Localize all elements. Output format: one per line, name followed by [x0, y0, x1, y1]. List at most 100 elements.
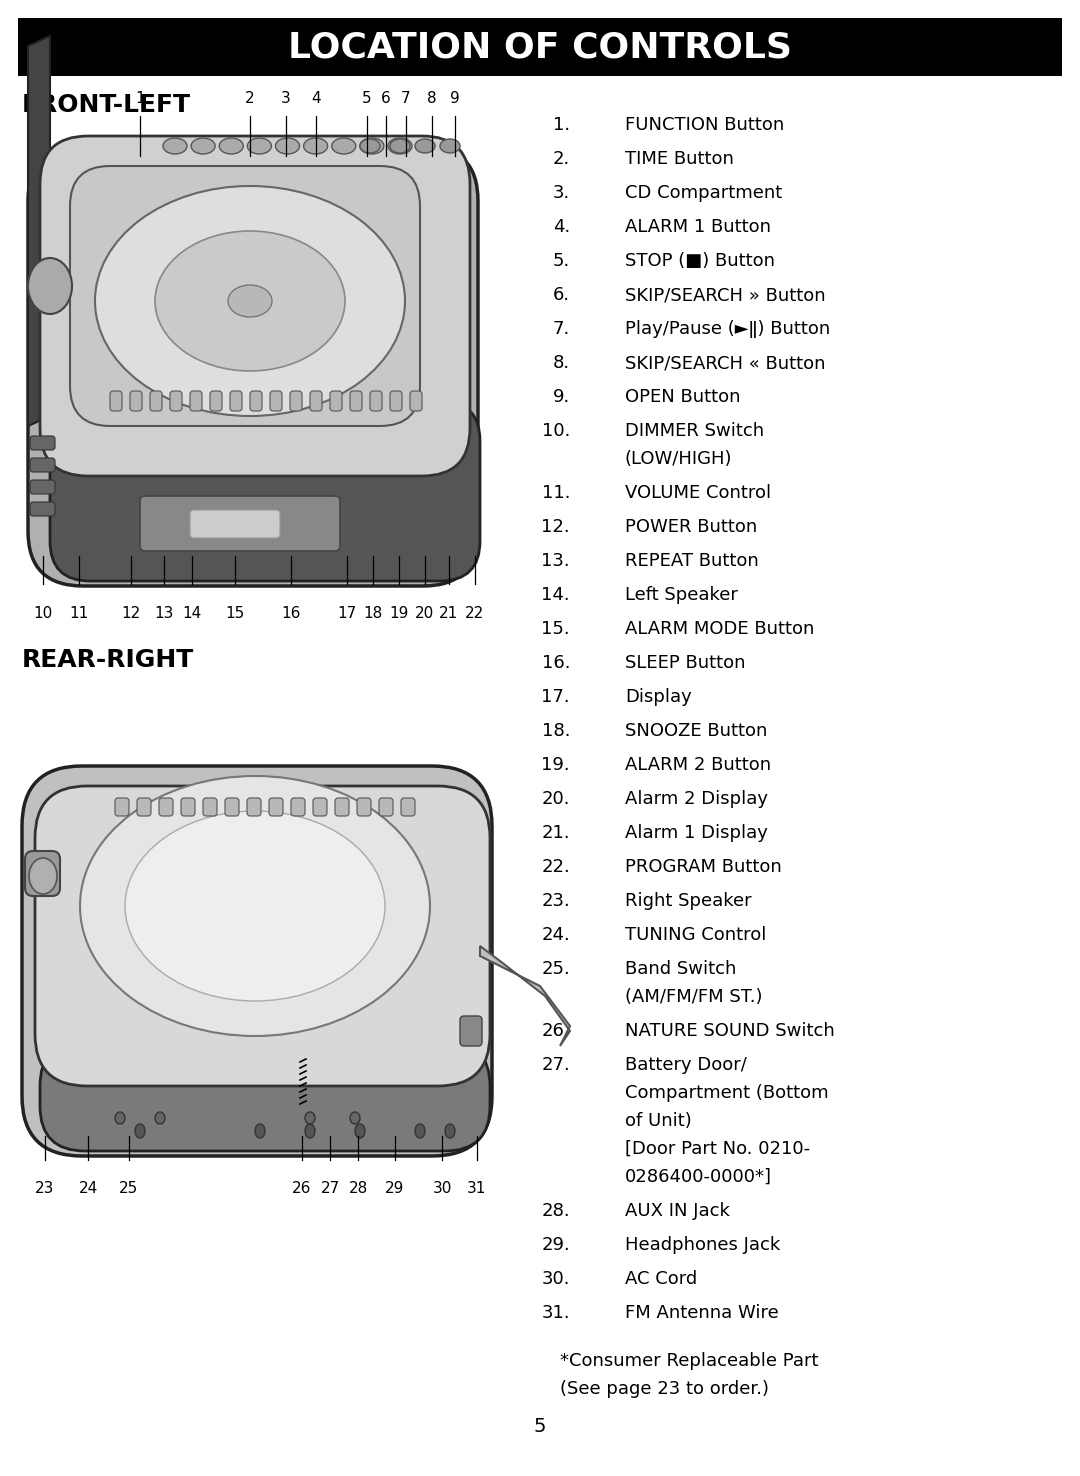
- FancyBboxPatch shape: [247, 799, 261, 816]
- FancyBboxPatch shape: [150, 391, 162, 410]
- Text: 15.: 15.: [541, 620, 570, 638]
- Text: SKIP/SEARCH « Button: SKIP/SEARCH « Button: [625, 354, 825, 372]
- Ellipse shape: [156, 232, 345, 370]
- Text: 16.: 16.: [541, 654, 570, 672]
- Text: 26: 26: [293, 1181, 312, 1196]
- FancyBboxPatch shape: [401, 799, 415, 816]
- Text: [Door Part No. 0210-: [Door Part No. 0210-: [625, 1139, 810, 1159]
- Text: ALARM 1 Button: ALARM 1 Button: [625, 218, 771, 236]
- Ellipse shape: [28, 258, 72, 314]
- Text: 17.: 17.: [541, 688, 570, 706]
- Ellipse shape: [114, 1111, 125, 1125]
- Text: FUNCTION Button: FUNCTION Button: [625, 117, 784, 134]
- Text: Battery Door/: Battery Door/: [625, 1055, 747, 1075]
- Text: 27: 27: [321, 1181, 339, 1196]
- Ellipse shape: [191, 137, 215, 154]
- Text: 25: 25: [120, 1181, 138, 1196]
- Text: 24.: 24.: [541, 925, 570, 945]
- Polygon shape: [28, 35, 50, 427]
- Text: 5: 5: [534, 1417, 546, 1436]
- FancyBboxPatch shape: [390, 391, 402, 410]
- Ellipse shape: [247, 137, 271, 154]
- Text: 13.: 13.: [541, 552, 570, 570]
- Ellipse shape: [80, 776, 430, 1036]
- Text: Compartment (Bottom: Compartment (Bottom: [625, 1083, 828, 1103]
- FancyBboxPatch shape: [357, 799, 372, 816]
- Text: Left Speaker: Left Speaker: [625, 586, 738, 604]
- Text: 31: 31: [468, 1181, 487, 1196]
- Ellipse shape: [360, 139, 380, 154]
- Text: 16: 16: [281, 607, 300, 621]
- Text: Display: Display: [625, 688, 692, 706]
- Polygon shape: [480, 946, 570, 1046]
- Text: 28: 28: [349, 1181, 367, 1196]
- Text: 11.: 11.: [541, 484, 570, 502]
- Text: AC Cord: AC Cord: [625, 1269, 698, 1289]
- Text: Alarm 2 Display: Alarm 2 Display: [625, 790, 768, 807]
- FancyBboxPatch shape: [40, 1041, 490, 1151]
- Text: 20: 20: [416, 607, 434, 621]
- Text: FRONT-LEFT: FRONT-LEFT: [22, 93, 191, 117]
- Text: Right Speaker: Right Speaker: [625, 892, 752, 911]
- Text: 31.: 31.: [541, 1303, 570, 1322]
- Ellipse shape: [332, 137, 355, 154]
- Ellipse shape: [219, 137, 243, 154]
- Text: REPEAT Button: REPEAT Button: [625, 552, 759, 570]
- Text: 30.: 30.: [541, 1269, 570, 1289]
- FancyBboxPatch shape: [25, 852, 60, 896]
- Text: 23: 23: [36, 1181, 55, 1196]
- FancyBboxPatch shape: [410, 391, 422, 410]
- Text: 30: 30: [432, 1181, 451, 1196]
- FancyBboxPatch shape: [50, 401, 480, 582]
- FancyBboxPatch shape: [137, 799, 151, 816]
- Text: 3.: 3.: [553, 184, 570, 202]
- FancyBboxPatch shape: [28, 146, 478, 586]
- FancyBboxPatch shape: [291, 799, 305, 816]
- FancyBboxPatch shape: [18, 18, 1062, 75]
- Text: OPEN Button: OPEN Button: [625, 388, 741, 406]
- Ellipse shape: [156, 1111, 165, 1125]
- Text: DIMMER Switch: DIMMER Switch: [625, 422, 765, 440]
- Text: 4.: 4.: [553, 218, 570, 236]
- Text: 22.: 22.: [541, 858, 570, 875]
- FancyBboxPatch shape: [225, 799, 239, 816]
- Text: 15: 15: [226, 607, 245, 621]
- Text: 8.: 8.: [553, 354, 570, 372]
- Text: 29.: 29.: [541, 1235, 570, 1255]
- Text: 27.: 27.: [541, 1055, 570, 1075]
- FancyBboxPatch shape: [249, 391, 262, 410]
- Text: 19: 19: [389, 607, 408, 621]
- Ellipse shape: [95, 186, 405, 416]
- Text: 8: 8: [428, 92, 436, 106]
- Text: 1.: 1.: [553, 117, 570, 134]
- Text: 1: 1: [135, 92, 145, 106]
- FancyBboxPatch shape: [310, 391, 322, 410]
- Text: 20.: 20.: [541, 790, 570, 807]
- Text: CD Compartment: CD Compartment: [625, 184, 782, 202]
- Text: NATURE SOUND Switch: NATURE SOUND Switch: [625, 1021, 835, 1041]
- Ellipse shape: [163, 137, 187, 154]
- Text: TIME Button: TIME Button: [625, 151, 734, 168]
- Text: (See page 23 to order.): (See page 23 to order.): [561, 1380, 769, 1398]
- FancyBboxPatch shape: [460, 1015, 482, 1046]
- Text: 22: 22: [465, 607, 485, 621]
- Text: REAR-RIGHT: REAR-RIGHT: [22, 648, 194, 672]
- Text: Play/Pause (►ǁ) Button: Play/Pause (►ǁ) Button: [625, 320, 831, 338]
- Text: PROGRAM Button: PROGRAM Button: [625, 858, 782, 875]
- Text: 28.: 28.: [541, 1201, 570, 1221]
- Text: *Consumer Replaceable Part: *Consumer Replaceable Part: [561, 1352, 819, 1370]
- FancyBboxPatch shape: [190, 391, 202, 410]
- FancyBboxPatch shape: [140, 496, 340, 551]
- FancyBboxPatch shape: [269, 799, 283, 816]
- Text: 11: 11: [69, 607, 89, 621]
- Ellipse shape: [440, 139, 460, 154]
- FancyBboxPatch shape: [350, 391, 362, 410]
- Text: 10.: 10.: [542, 422, 570, 440]
- Text: 14: 14: [183, 607, 202, 621]
- FancyBboxPatch shape: [181, 799, 195, 816]
- Text: 7: 7: [401, 92, 410, 106]
- FancyBboxPatch shape: [40, 136, 470, 475]
- FancyBboxPatch shape: [170, 391, 183, 410]
- Text: Band Switch: Band Switch: [625, 959, 737, 979]
- FancyBboxPatch shape: [210, 391, 222, 410]
